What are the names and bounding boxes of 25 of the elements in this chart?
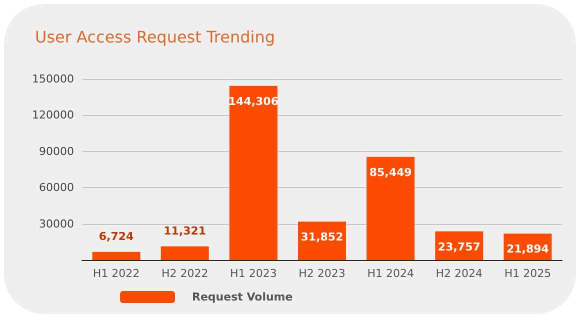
legend-label: Request Volume — [192, 290, 293, 304]
text: 85,449 — [369, 166, 412, 179]
x-tick-label: H2 2022 — [161, 267, 208, 280]
x-tick-label: H1 2022 — [92, 267, 140, 280]
text: 23,757 — [438, 240, 480, 254]
text: 31,852 — [300, 230, 344, 244]
x-tick-label: H1 2024 — [367, 267, 414, 280]
x-tick-label: H1 2025 — [504, 267, 552, 280]
y-tick-label: 30000 — [39, 217, 74, 230]
x-tick-label: H2 2023 — [298, 267, 346, 280]
bar — [229, 86, 278, 260]
bar — [92, 252, 140, 260]
y-tick-label: 90000 — [39, 144, 74, 158]
bar — [298, 222, 346, 260]
chart-title: User Access Request Trending — [35, 28, 276, 46]
y-tick-label: 150000 — [32, 72, 74, 86]
bar — [160, 246, 209, 260]
y-tick-label: 120000 — [32, 108, 74, 122]
text: 11,321 — [164, 224, 206, 238]
text: 6,724 — [98, 230, 134, 243]
x-tick-label: H2 2024 — [436, 267, 483, 280]
bar — [366, 156, 415, 260]
y-tick-label: 60000 — [39, 181, 74, 194]
x-tick-label: H1 2023 — [230, 267, 277, 280]
text: 21,894 — [506, 242, 549, 256]
